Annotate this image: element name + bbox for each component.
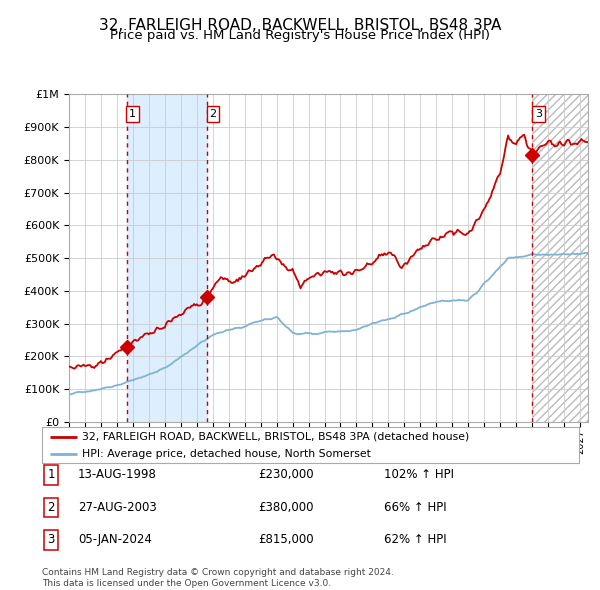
Text: 3: 3 [535, 109, 542, 119]
Text: Price paid vs. HM Land Registry's House Price Index (HPI): Price paid vs. HM Land Registry's House … [110, 30, 490, 42]
Text: HPI: Average price, detached house, North Somerset: HPI: Average price, detached house, Nort… [82, 449, 371, 459]
Text: 62% ↑ HPI: 62% ↑ HPI [384, 533, 446, 546]
Text: 102% ↑ HPI: 102% ↑ HPI [384, 468, 454, 481]
Text: 27-AUG-2003: 27-AUG-2003 [78, 501, 157, 514]
Text: 66% ↑ HPI: 66% ↑ HPI [384, 501, 446, 514]
Text: 13-AUG-1998: 13-AUG-1998 [78, 468, 157, 481]
Text: 1: 1 [47, 468, 55, 481]
Bar [532, 94, 588, 422]
Bar [532, 94, 588, 422]
Text: £380,000: £380,000 [258, 501, 314, 514]
Text: 2: 2 [209, 109, 217, 119]
Text: £815,000: £815,000 [258, 533, 314, 546]
Text: 32, FARLEIGH ROAD, BACKWELL, BRISTOL, BS48 3PA (detached house): 32, FARLEIGH ROAD, BACKWELL, BRISTOL, BS… [82, 432, 470, 442]
Text: Contains HM Land Registry data © Crown copyright and database right 2024.
This d: Contains HM Land Registry data © Crown c… [42, 568, 394, 588]
Text: 32, FARLEIGH ROAD, BACKWELL, BRISTOL, BS48 3PA: 32, FARLEIGH ROAD, BACKWELL, BRISTOL, BS… [99, 18, 501, 32]
Text: 05-JAN-2024: 05-JAN-2024 [78, 533, 152, 546]
Text: 2: 2 [47, 501, 55, 514]
Text: £230,000: £230,000 [258, 468, 314, 481]
Text: 1: 1 [129, 109, 136, 119]
Text: 3: 3 [47, 533, 55, 546]
Bar [127, 94, 207, 422]
